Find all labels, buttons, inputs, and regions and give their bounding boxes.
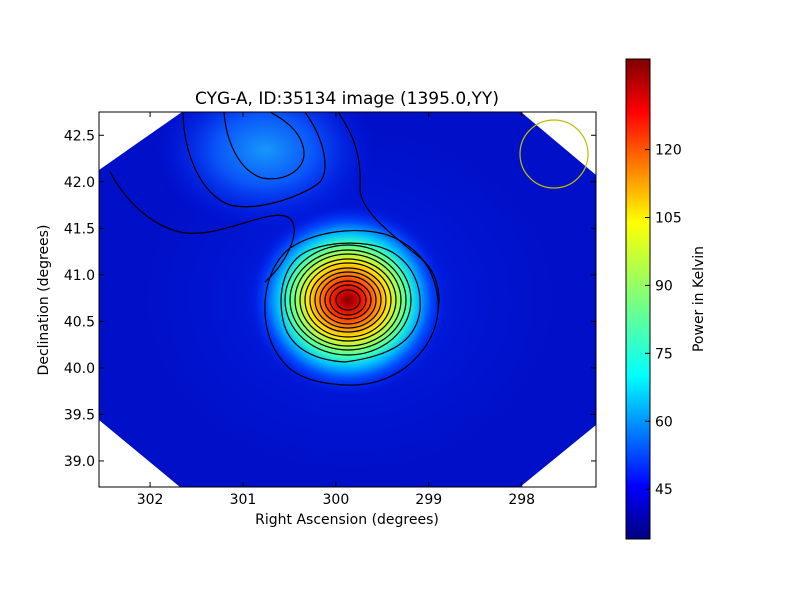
x-tick-label: 298 — [508, 492, 535, 508]
colorbar-tick-label: 90 — [655, 278, 673, 294]
contour-northern-source — [182, 112, 326, 208]
contour-level — [335, 289, 361, 311]
colorbar-tick-label: 120 — [655, 143, 682, 159]
heatmap-image — [99, 112, 596, 487]
plot-frame — [98, 111, 597, 488]
colorbar-label: Power in Kelvin — [691, 246, 707, 352]
colorbar-tick-label: 105 — [655, 210, 682, 226]
contour-northern-ridge — [109, 171, 295, 283]
y-tick-label: 42.5 — [64, 128, 95, 144]
colorbar-tick-label: 45 — [655, 482, 673, 498]
x-tick-label: 299 — [415, 492, 442, 508]
colorbar-tick-label: 60 — [655, 414, 673, 430]
contour-level — [309, 267, 387, 333]
contour-northern-source — [223, 112, 305, 180]
beam-circle — [519, 119, 589, 189]
contour-level — [319, 275, 377, 325]
y-tick-label: 41.5 — [64, 221, 95, 237]
chart-title: CYG-A, ID:35134 image (1395.0,YY) — [195, 89, 499, 109]
contour-level — [314, 271, 382, 329]
y-tick-label: 40.5 — [64, 314, 95, 330]
x-axis-label: Right Ascension (degrees) — [255, 512, 439, 528]
colorbar — [625, 58, 651, 540]
contour-lines — [109, 112, 440, 386]
y-axis-label: Declination (degrees) — [36, 225, 52, 376]
contour-outer — [264, 230, 439, 386]
contour-level — [299, 258, 397, 342]
y-tick-label: 41.0 — [64, 268, 95, 284]
x-tick-label: 302 — [137, 492, 164, 508]
contour-level — [329, 284, 367, 316]
contour-level — [280, 242, 421, 363]
y-tick-label: 39.5 — [64, 407, 95, 423]
contour-level — [324, 280, 372, 320]
contour-level — [294, 253, 402, 347]
y-tick-label: 42.0 — [64, 175, 95, 191]
y-tick-label: 39.0 — [64, 454, 95, 470]
y-tick-label: 40.0 — [64, 361, 95, 377]
contour-level — [284, 244, 412, 356]
contour-level — [304, 262, 392, 338]
colorbar-ticks: 45 60 75 90 105 120 — [645, 143, 682, 498]
axis-ticks: 302 301 300 299 298 39.0 39.5 40.0 40.5 41.0 41.5 4… — [64, 112, 596, 508]
x-tick-label: 301 — [230, 492, 257, 508]
contour-level — [289, 249, 407, 351]
contour-northern-ridge — [337, 112, 440, 311]
colorbar-tick-label: 75 — [655, 346, 673, 362]
x-tick-label: 300 — [323, 492, 350, 508]
